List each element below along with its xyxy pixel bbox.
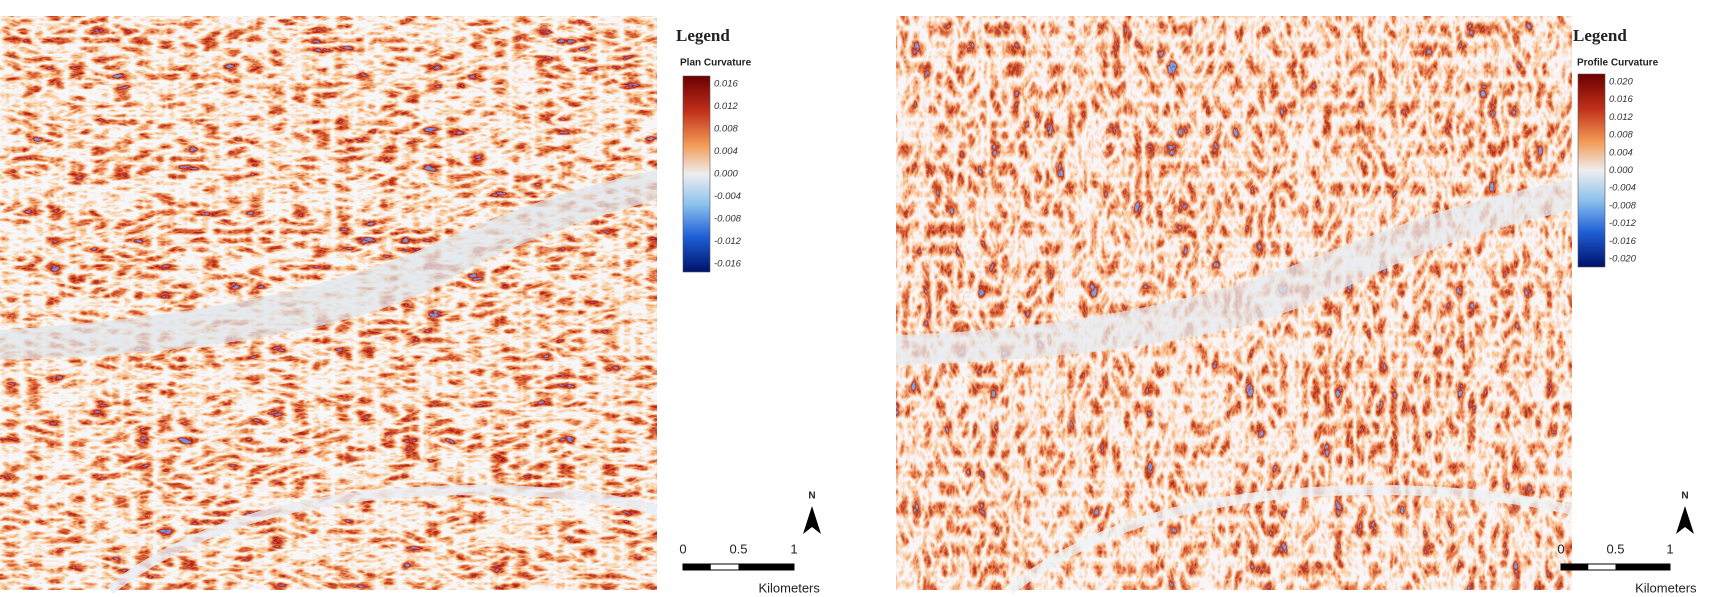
colorbar-label: 0.008: [714, 124, 738, 135]
legend-variable: Plan Curvature: [680, 58, 752, 69]
valley-floor: [0, 170, 657, 360]
colorbar-label: 0.000: [714, 169, 738, 180]
colorbar-label: -0.016: [1609, 236, 1637, 247]
colorbar: [682, 75, 711, 273]
scale-segment: [1615, 564, 1670, 570]
colorbar-label: 0.008: [1609, 130, 1633, 141]
north-arrow: [803, 506, 821, 534]
road: [106, 484, 659, 594]
colorbar-label: 0.004: [1609, 147, 1633, 158]
valley-floor: [896, 180, 1572, 365]
scale-unit: Kilometers: [1635, 580, 1697, 595]
colorbar-label: 0.000: [1609, 165, 1633, 176]
scale-segment: [738, 564, 794, 570]
colorbar-label: -0.016: [714, 259, 742, 270]
scale-segment: [683, 564, 711, 570]
legend-title: Legend: [1573, 26, 1627, 45]
road: [1006, 484, 1574, 594]
colorbar-label: 0.012: [1609, 112, 1633, 123]
scale-unit: Kilometers: [758, 580, 820, 595]
north-arrow: [1676, 506, 1694, 534]
colorbar-label: 0.016: [1609, 94, 1633, 105]
colorbar-label: -0.004: [714, 191, 741, 202]
scale-label: 0: [1557, 541, 1564, 556]
scale-label: 1: [1666, 541, 1673, 556]
colorbar-label: 0.016: [714, 79, 738, 90]
scale-segment: [1561, 564, 1589, 570]
colorbar-label: -0.012: [1609, 218, 1637, 229]
colorbar-label: 0.004: [714, 146, 738, 157]
north-label: N: [808, 491, 815, 502]
map-right: [896, 16, 1574, 594]
colorbar-label: 0.020: [1609, 77, 1633, 88]
scale-label: 0.5: [729, 541, 747, 556]
scale-label: 1: [790, 541, 797, 556]
colorbar: [1577, 73, 1606, 268]
colorbar-label: -0.004: [1609, 183, 1636, 194]
colorbar-label: 0.012: [714, 101, 738, 112]
colorbar-label: -0.012: [714, 236, 742, 247]
map-left: [0, 16, 659, 594]
scale-label: 0: [679, 541, 686, 556]
legend-variable: Profile Curvature: [1577, 58, 1659, 69]
scale-label: 0.5: [1606, 541, 1624, 556]
north-label: N: [1681, 491, 1688, 502]
colorbar-label: -0.020: [1609, 254, 1637, 265]
legend-title: Legend: [676, 26, 730, 45]
colorbar-label: -0.008: [1609, 200, 1637, 211]
colorbar-label: -0.008: [714, 214, 742, 225]
